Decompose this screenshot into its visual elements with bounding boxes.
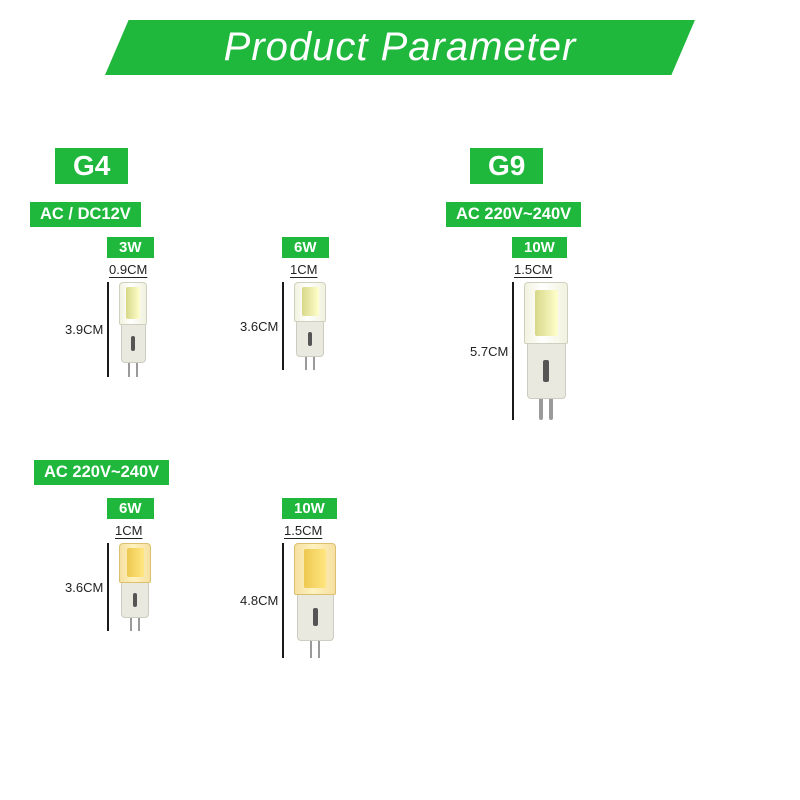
watt-label: 10W [512, 237, 567, 258]
width-label: 1.5CM [514, 262, 552, 277]
g9-label: G9 [470, 148, 543, 184]
bulb-icon [119, 543, 151, 631]
height-label: 3.6CM [240, 319, 278, 334]
g4-voltage1-label: AC / DC12V [30, 202, 141, 227]
g4-voltage2-label: AC 220V~240V [34, 460, 169, 485]
g9-heading: G9 [470, 148, 543, 184]
height-label: 5.7CM [470, 344, 508, 359]
height-line [107, 282, 109, 377]
watt-label: 6W [107, 498, 154, 519]
bulb-g4-6w-a: 6W 1CM 3.6CM [240, 237, 329, 370]
width-label: 1CM [115, 523, 142, 538]
width-label: 1CM [290, 262, 317, 277]
bulb-icon [119, 282, 147, 377]
g9-voltage-label: AC 220V~240V [446, 202, 581, 227]
bulb-g4-10w: 10W 1.5CM 4.8CM [240, 498, 337, 658]
bulb-icon [524, 282, 568, 420]
width-label: 0.9CM [109, 262, 147, 277]
height-line [107, 543, 109, 631]
bulb-g4-3w: 3W 0.9CM 3.9CM [65, 237, 154, 377]
watt-label: 10W [282, 498, 337, 519]
height-label: 3.6CM [65, 580, 103, 595]
bulb-icon [294, 543, 336, 658]
g4-voltage1: AC / DC12V [30, 202, 141, 227]
g4-label: G4 [55, 148, 128, 184]
height-line [282, 543, 284, 658]
height-line [512, 282, 514, 420]
height-line [282, 282, 284, 370]
bulb-g4-6w-b: 6W 1CM 3.6CM [65, 498, 154, 631]
g4-heading: G4 [55, 148, 128, 184]
height-label: 4.8CM [240, 593, 278, 608]
bulb-g9-10w: 10W 1.5CM 5.7CM [470, 237, 568, 420]
g9-voltage: AC 220V~240V [446, 202, 581, 227]
watt-label: 6W [282, 237, 329, 258]
g4-voltage2: AC 220V~240V [34, 460, 169, 485]
title-banner: Product Parameter [105, 20, 695, 75]
height-label: 3.9CM [65, 322, 103, 337]
width-label: 1.5CM [284, 523, 322, 538]
bulb-icon [294, 282, 326, 370]
watt-label: 3W [107, 237, 154, 258]
